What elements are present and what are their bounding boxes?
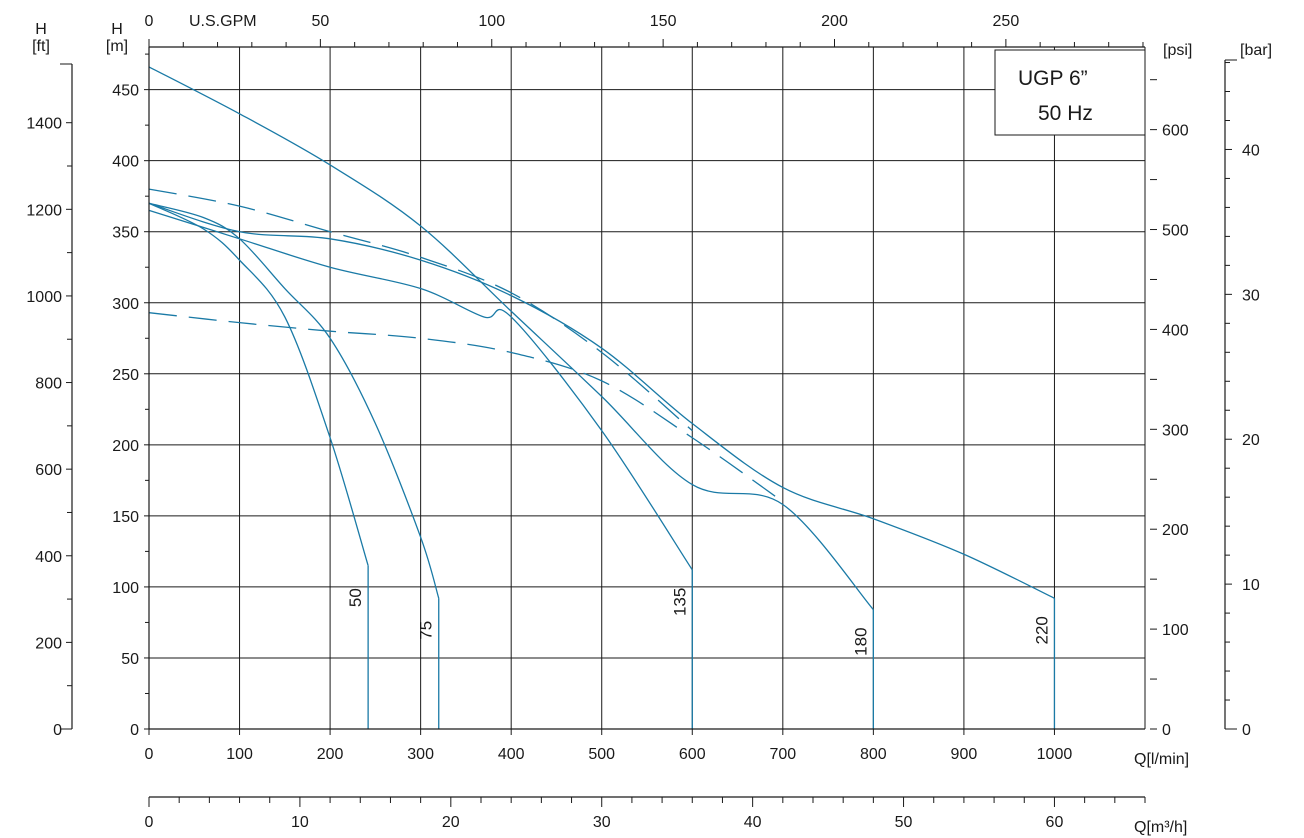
- q-m3h-tick-label: 40: [744, 814, 762, 831]
- h-m-tick-label: 250: [112, 367, 139, 384]
- dashed-curve-lower: [148, 312, 784, 503]
- h-ft-tick-label: 200: [35, 635, 62, 652]
- bar-tick-label: 20: [1242, 432, 1260, 449]
- q-m3h-tick-label: 0: [145, 814, 154, 831]
- q-lmin-tick-label: 200: [317, 746, 344, 763]
- q-lmin-axis-title: Q[l/min]: [1134, 751, 1189, 768]
- h-m-tick-label: 300: [112, 296, 139, 313]
- gpm-tick-label: 100: [478, 13, 505, 30]
- curve-220-line: [148, 202, 1055, 599]
- h-ft-tick-label: 1400: [26, 116, 62, 133]
- psi-tick-label: 400: [1162, 322, 1189, 339]
- h-m-tick-label: 50: [121, 651, 139, 668]
- h-ft-tick-label: 1000: [26, 289, 62, 306]
- gpm-tick-label: 250: [993, 13, 1020, 30]
- curve-135-label: 135: [670, 588, 689, 616]
- curve-220: 220: [148, 202, 1056, 729]
- bar-axis-title: [bar]: [1240, 42, 1272, 59]
- h-ft-tick-label: 600: [35, 462, 62, 479]
- curve-180: 180: [148, 66, 875, 729]
- q-m3h-tick-label: 10: [291, 814, 309, 831]
- q-lmin-tick-label: 900: [951, 746, 978, 763]
- curve-220-label: 220: [1032, 616, 1051, 644]
- h-m-tick-label: 350: [112, 225, 139, 242]
- h-ft-tick-label: 400: [35, 549, 62, 566]
- performance-curves: 50 75 135 180 220: [148, 66, 1056, 729]
- q-m3h-tick-label: 50: [895, 814, 913, 831]
- model-label-box: [994, 49, 1146, 136]
- psi-axis-title: [psi]: [1163, 42, 1192, 59]
- h-m-tick-label: 0: [130, 722, 139, 739]
- curve-50-line: [148, 202, 369, 566]
- psi-tick-label: 0: [1162, 722, 1171, 739]
- curve-50-label: 50: [346, 588, 365, 607]
- bar-tick-label: 40: [1242, 142, 1260, 159]
- q-lmin-tick-label: 400: [498, 746, 525, 763]
- gpm-tick-label: 200: [821, 13, 848, 30]
- h-m-tick-label: 200: [112, 438, 139, 455]
- curve-180-line: [148, 66, 874, 611]
- curve-75: 75: [148, 202, 440, 729]
- bar-tick-label: 0: [1242, 722, 1251, 739]
- h-m-tick-label: 400: [112, 154, 139, 171]
- bar-tick-label: 30: [1242, 287, 1260, 304]
- q-m3h-tick-label: 30: [593, 814, 611, 831]
- q-m3h-tick-label: 20: [442, 814, 460, 831]
- psi-tick-label: 300: [1162, 422, 1189, 439]
- q-lmin-tick-label: 500: [588, 746, 615, 763]
- q-lmin-tick-label: 0: [145, 746, 154, 763]
- psi-tick-label: 100: [1162, 622, 1189, 639]
- q-m3h-axis-title: Q[m³/h]: [1134, 819, 1187, 836]
- h-ft-tick-label: 0: [53, 722, 62, 739]
- curve-75-label: 75: [417, 621, 436, 640]
- h-ft-tick-label: 1200: [26, 202, 62, 219]
- q-m3h-tick-label: 60: [1046, 814, 1064, 831]
- psi-tick-label: 500: [1162, 223, 1189, 240]
- curve-180-label: 180: [851, 627, 870, 655]
- h-ft-tick-label: 800: [35, 376, 62, 393]
- psi-tick-label: 200: [1162, 522, 1189, 539]
- curve-135: 135: [148, 209, 693, 729]
- q-lmin-tick-label: 300: [407, 746, 434, 763]
- curve-50: 50: [148, 202, 369, 729]
- model-title: UGP 6”: [1018, 67, 1088, 90]
- model-frequency: 50 Hz: [1038, 102, 1093, 125]
- h-m-tick-label: 450: [112, 83, 139, 100]
- psi-tick-label: 600: [1162, 123, 1189, 140]
- gpm-tick-label: 0: [145, 13, 154, 30]
- q-lmin-tick-label: 800: [860, 746, 887, 763]
- gpm-axis-title: U.S.GPM: [189, 13, 257, 30]
- h-ft-axis-title-line2: [ft]: [32, 38, 50, 55]
- q-lmin-tick-label: 1000: [1037, 746, 1073, 763]
- bar-tick-label: 10: [1242, 577, 1260, 594]
- curve-135-line: [148, 209, 693, 571]
- dashed-curve-upper: [148, 188, 693, 432]
- curve-75-line: [148, 202, 440, 599]
- h-m-axis-title-line1: H: [111, 21, 123, 38]
- h-m-tick-label: 100: [112, 580, 139, 597]
- h-ft-axis-title-line1: H: [35, 21, 47, 38]
- h-m-axis-title-line2: [m]: [106, 38, 128, 55]
- gpm-tick-label: 150: [650, 13, 677, 30]
- grid: [149, 47, 1146, 729]
- q-lmin-tick-label: 600: [679, 746, 706, 763]
- q-lmin-tick-label: 100: [226, 746, 253, 763]
- h-m-tick-label: 150: [112, 509, 139, 526]
- q-lmin-tick-label: 700: [769, 746, 796, 763]
- gpm-tick-label: 50: [311, 13, 329, 30]
